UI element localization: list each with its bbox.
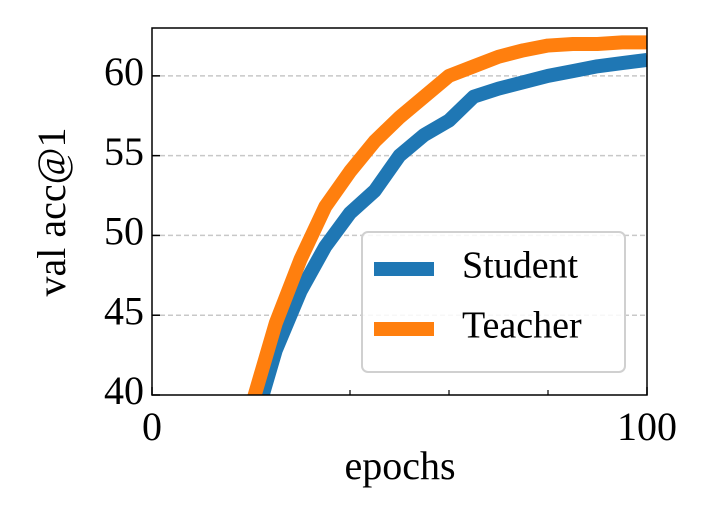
- legend-label: Student: [462, 245, 579, 287]
- y-tick-label: 40: [104, 368, 144, 413]
- y-axis-label: val acc@1: [29, 128, 74, 297]
- x-axis-label: epochs: [344, 443, 455, 488]
- series-line: [255, 52, 647, 395]
- x-tick-label: 0: [142, 404, 162, 449]
- y-tick-label: 55: [104, 129, 144, 174]
- plot-lines: [247, 35, 647, 395]
- y-tick-label: 45: [104, 288, 144, 333]
- legend-label: Teacher: [462, 305, 582, 347]
- y-tick-label: 50: [104, 209, 144, 254]
- x-tick-label: 100: [617, 404, 677, 449]
- y-tick-label: 60: [104, 49, 144, 94]
- plot-frame: [151, 27, 648, 396]
- series-line: [247, 35, 647, 395]
